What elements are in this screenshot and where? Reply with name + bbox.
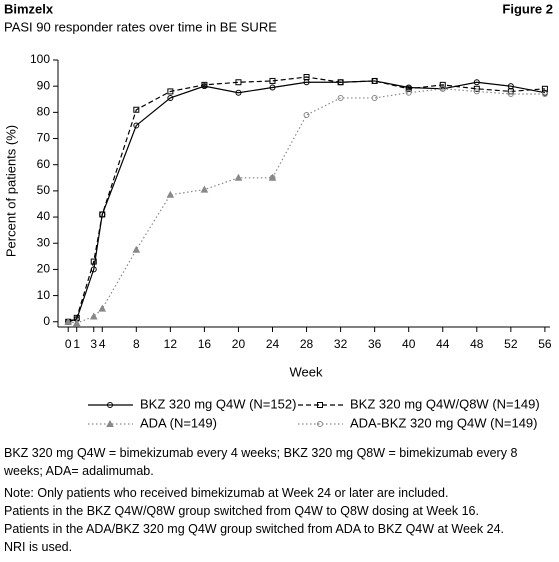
y-axis-label: Percent of patients (%) [3,125,18,257]
point [473,85,480,92]
series-line [271,88,545,179]
series-line [67,76,545,323]
point [473,88,480,95]
x-axis-label: Week [290,364,323,379]
point [167,94,174,101]
point [269,174,276,181]
chart-title: PASI 90 responder rates over time in BE … [4,19,277,34]
point [337,94,344,101]
point [133,122,140,129]
x-tick-label: 56 [538,337,552,351]
legend-marker [317,421,323,427]
point [235,79,242,86]
legend-label: BKZ 320 mg Q4W/Q8W (N=149) [350,396,540,411]
point [405,89,412,96]
point [269,77,276,84]
point [167,88,174,95]
point [98,304,107,312]
x-tick-label: 1 [73,337,80,351]
chart: Bimzelx Figure 2 PASI 90 responder rates… [3,1,553,430]
point [541,91,548,98]
note: BKZ 320 mg Q4W = bimekizumab every 4 wee… [4,446,518,478]
point [89,312,98,320]
x-tick-label: 28 [300,337,314,351]
y-tick-label: 30 [37,235,51,249]
note: Patients in the ADA/BKZ 320 mg Q4W group… [4,522,504,536]
x-tick-label: 16 [198,337,212,351]
legend-marker [317,402,323,408]
x-tick-label: 36 [368,337,382,351]
point [303,111,310,118]
legend-label: ADA-BKZ 320 mg Q4W (N=149) [350,415,537,430]
y-tick-label: 70 [37,131,51,145]
point [371,77,378,84]
x-tick-label: 32 [334,337,348,351]
point [473,79,480,86]
y-tick-label: 40 [37,209,51,223]
figure-label: Figure 2 [502,1,553,16]
y-tick-label: 90 [37,78,51,92]
point [234,173,243,181]
x-tick-label: 44 [436,337,450,351]
x-tick-label: 4 [99,337,106,351]
x-tick-label: 40 [402,337,416,351]
point [201,81,208,88]
x-tick-label: 3 [90,337,97,351]
y-tick-label: 100 [30,52,50,66]
point [235,89,242,96]
y-tick-label: 50 [37,183,51,197]
point [371,94,378,101]
point [269,84,276,91]
point [132,245,141,253]
brand: Bimzelx [4,1,54,16]
point [133,106,140,113]
y-tick-label: 0 [43,314,50,328]
point [99,211,106,218]
legend-label: BKZ 320 mg Q4W (N=152) [140,396,296,411]
note: Note: Only patients who received bimekiz… [4,486,449,500]
point [439,85,446,92]
x-tick-label: 20 [232,337,246,351]
legend-marker [107,402,113,408]
y-tick-label: 10 [37,288,51,302]
y-tick-label: 20 [37,262,51,276]
point [507,91,514,98]
note: NRI is used. [4,540,73,554]
legend-marker [106,419,114,427]
x-tick-label: 12 [164,337,178,351]
note: Patients in the BKZ Q4W/Q8W group switch… [4,504,479,518]
point [337,79,344,86]
x-tick-label: 0 [65,337,72,351]
y-tick-label: 80 [37,105,51,119]
point [90,258,97,265]
point [166,190,175,198]
x-tick-label: 24 [266,337,280,351]
point [64,317,73,325]
x-tick-label: 8 [133,337,140,351]
point [405,85,412,92]
point [303,74,310,81]
series-line [68,177,273,324]
y-tick-label: 60 [37,157,51,171]
x-tick-label: 52 [504,337,518,351]
legend-label: ADA (N=149) [140,415,217,430]
x-tick-label: 48 [470,337,484,351]
point [200,185,209,193]
point [439,81,446,88]
point [72,319,81,327]
